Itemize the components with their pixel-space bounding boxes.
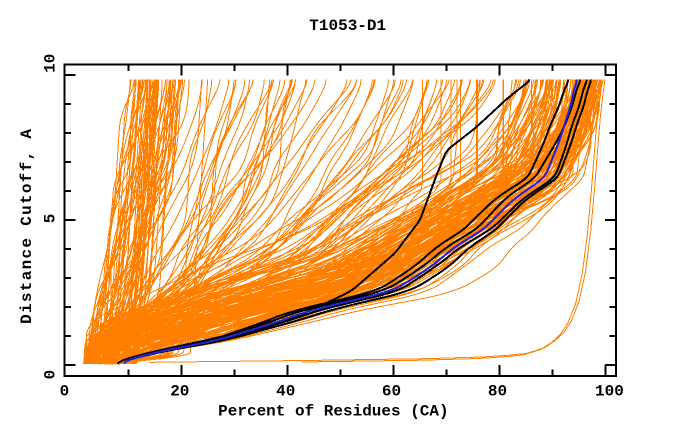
svg-text:0: 0 <box>42 370 60 380</box>
svg-text:60: 60 <box>382 383 401 401</box>
svg-text:20: 20 <box>170 383 189 401</box>
svg-text:80: 80 <box>488 383 507 401</box>
svg-text:40: 40 <box>276 383 295 401</box>
svg-text:0: 0 <box>60 383 70 401</box>
svg-text:Distance Cutoff, A: Distance Cutoff, A <box>18 128 36 324</box>
svg-text:100: 100 <box>595 383 624 401</box>
svg-text:T1053-D1: T1053-D1 <box>309 17 386 35</box>
svg-text:5: 5 <box>42 214 60 224</box>
svg-text:Percent of Residues (CA): Percent of Residues (CA) <box>218 403 448 421</box>
svg-text:10: 10 <box>42 54 60 73</box>
